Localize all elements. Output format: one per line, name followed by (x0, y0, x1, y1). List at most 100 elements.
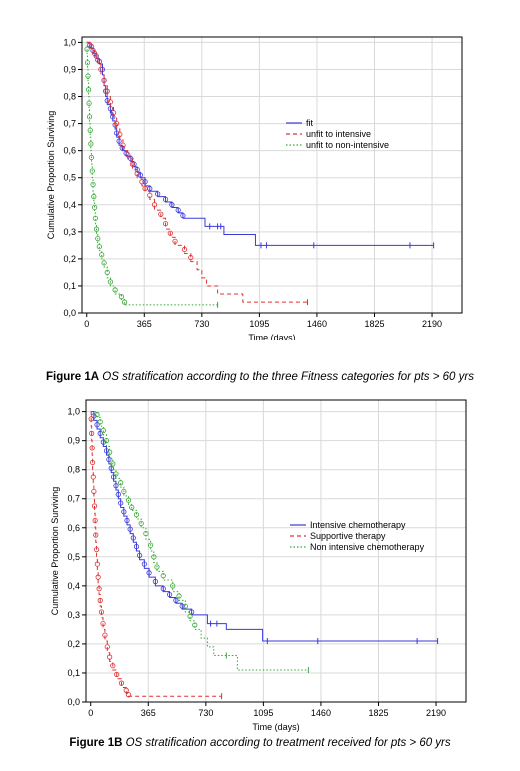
event-marker (120, 142, 126, 148)
event-marker (173, 597, 179, 603)
event-marker (143, 530, 149, 537)
event-marker (179, 603, 185, 609)
event-marker (84, 46, 90, 52)
event-marker (114, 120, 120, 127)
event-marker (180, 212, 186, 219)
series-2 (90, 411, 309, 674)
event-marker (108, 465, 114, 471)
event-marker (182, 603, 188, 609)
event-marker (112, 122, 118, 128)
event-marker (99, 66, 106, 73)
event-marker (151, 202, 158, 208)
figure-1b-label: Figure 1B (69, 737, 123, 749)
event-marker (90, 181, 96, 188)
x-axis-label: Time (days) (252, 722, 299, 732)
event-marker (92, 204, 98, 211)
event-marker (104, 88, 110, 94)
event-marker (90, 474, 96, 480)
event-marker (130, 535, 136, 541)
event-marker (86, 87, 92, 93)
event-marker (188, 254, 194, 261)
event-marker (87, 42, 93, 48)
event-marker (125, 497, 132, 503)
event-marker (118, 500, 124, 506)
survival-curve (86, 41, 308, 303)
y-tick-label: 0,5 (63, 173, 76, 183)
event-marker (94, 411, 100, 418)
event-marker (100, 427, 106, 434)
y-axis-label: Cumulative Proportion Surviving (50, 487, 60, 616)
x-tick-label: 1825 (364, 319, 384, 329)
event-marker (146, 570, 152, 576)
event-marker (154, 564, 160, 570)
event-marker (95, 57, 101, 63)
event-marker (97, 597, 103, 603)
event-marker (125, 152, 131, 158)
event-marker (114, 130, 120, 136)
event-marker (189, 609, 195, 615)
event-marker (103, 88, 109, 94)
event-marker (124, 517, 130, 524)
y-tick-label: 1,0 (63, 37, 76, 47)
event-marker (101, 260, 107, 266)
y-tick-label: 0,4 (63, 200, 76, 210)
x-axis-label: Time (days) (248, 333, 295, 340)
y-tick-label: 0,2 (67, 639, 80, 649)
y-tick-label: 0,6 (63, 146, 76, 156)
figure-1b-caption-text: OS stratification according to treatment… (125, 737, 451, 749)
y-tick-label: 0,8 (67, 465, 80, 475)
event-marker (118, 480, 124, 486)
x-tick-label: 2190 (422, 319, 442, 329)
event-marker (127, 526, 133, 532)
y-tick-label: 0,3 (67, 610, 80, 620)
event-marker (169, 202, 175, 208)
event-marker (87, 127, 93, 133)
event-marker (133, 544, 140, 550)
event-marker (119, 145, 125, 151)
y-tick-label: 0,1 (67, 668, 80, 678)
event-marker (104, 97, 110, 104)
event-marker (107, 279, 113, 285)
y-tick-label: 0,7 (63, 119, 76, 129)
event-marker (91, 503, 98, 509)
legend-label: unfit to non-intensive (306, 140, 389, 150)
event-marker (91, 488, 97, 495)
event-marker (97, 419, 103, 425)
event-marker (103, 438, 110, 444)
x-tick-label: 0 (84, 319, 89, 329)
y-tick-label: 0,9 (67, 436, 80, 446)
event-marker (100, 620, 106, 627)
event-marker (158, 211, 164, 217)
event-marker (99, 252, 105, 258)
event-marker (86, 114, 93, 120)
event-marker (118, 294, 125, 300)
event-marker (110, 663, 116, 669)
event-marker (187, 613, 193, 619)
event-marker (112, 287, 118, 293)
event-marker (86, 100, 92, 106)
x-tick-label: 0 (88, 708, 93, 718)
y-tick-label: 0,9 (63, 64, 76, 74)
x-tick-label: 2190 (426, 708, 446, 718)
x-tick-label: 1460 (307, 319, 327, 329)
event-marker (94, 422, 100, 428)
y-tick-label: 0,3 (63, 227, 76, 237)
event-marker (162, 221, 169, 227)
event-marker (107, 654, 113, 660)
event-marker (160, 586, 166, 592)
event-marker (88, 416, 94, 422)
event-marker (142, 185, 148, 192)
y-tick-label: 1,0 (67, 407, 80, 417)
y-tick-label: 0,8 (63, 92, 76, 102)
event-marker (88, 141, 94, 147)
y-tick-label: 0,4 (67, 581, 80, 591)
y-axis-label: Cumulative Proportion Surviving (46, 111, 56, 240)
event-marker (104, 269, 110, 276)
event-marker (84, 60, 91, 66)
event-marker (96, 58, 102, 64)
event-marker (129, 504, 135, 511)
event-marker (92, 215, 99, 221)
event-marker (151, 554, 157, 560)
plot-frame (85, 399, 467, 703)
